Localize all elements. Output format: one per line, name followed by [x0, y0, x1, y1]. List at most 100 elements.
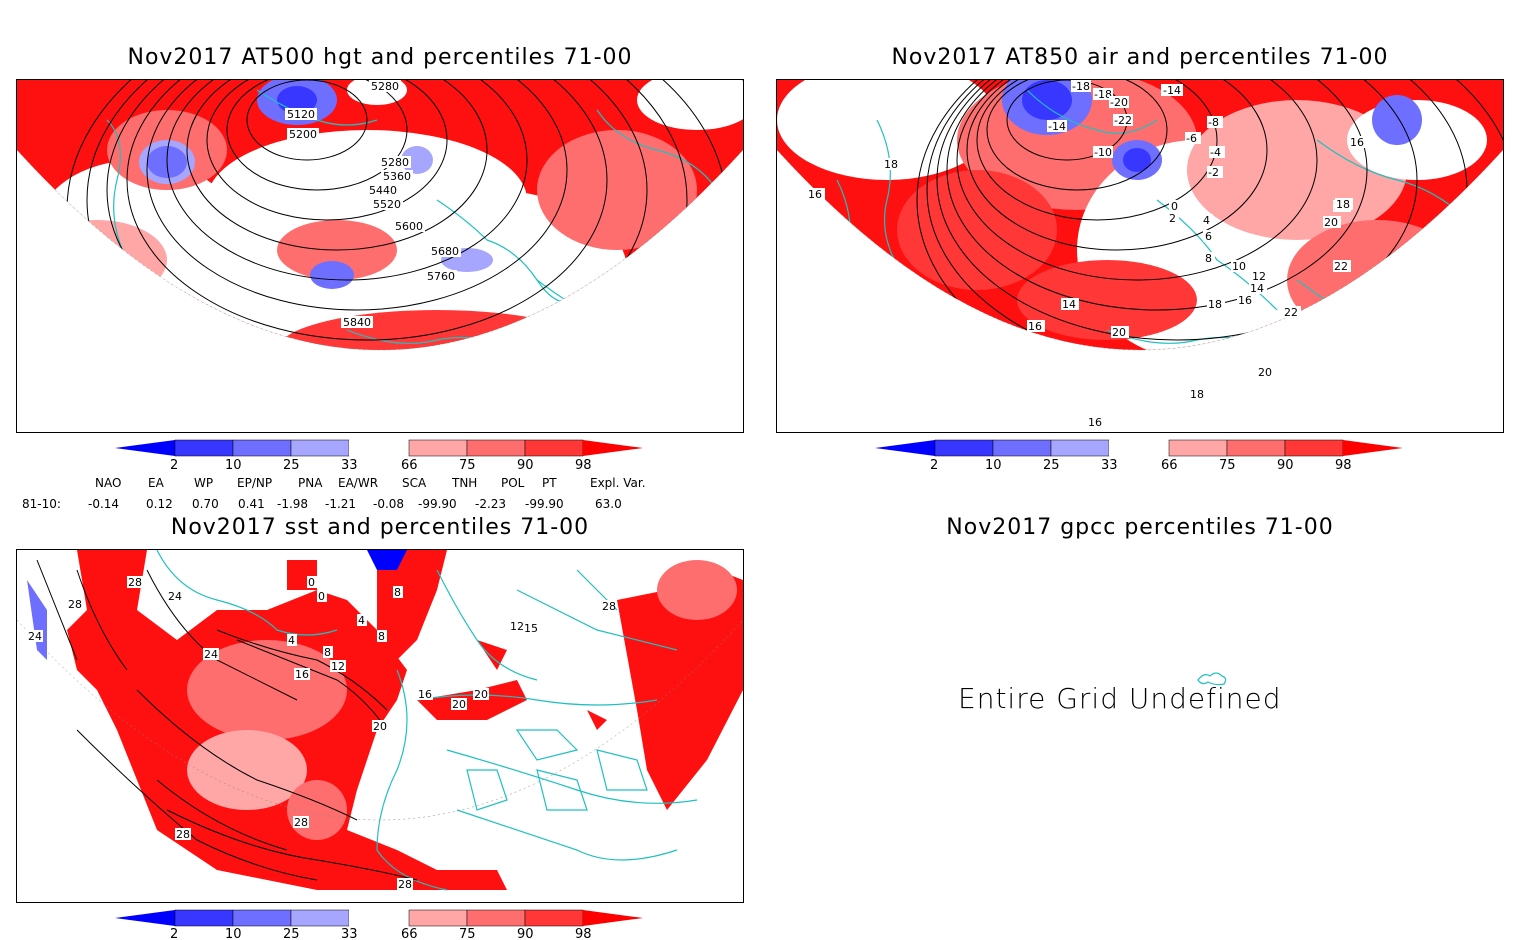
contour-label: 4: [358, 614, 365, 627]
contour-label: 8: [394, 586, 401, 599]
index-value: 0.41: [238, 497, 265, 511]
colorbar-segments: [115, 909, 643, 927]
contour-label: 8: [324, 646, 331, 659]
contour-label: 6: [1205, 230, 1212, 243]
contour-label: 28: [68, 598, 82, 611]
contour-label: 16: [1028, 320, 1042, 333]
colorbar-label: 75: [1219, 458, 1236, 472]
index-name: NAO: [95, 476, 121, 490]
colorbar-label: 66: [401, 458, 418, 472]
index-name: PNA: [298, 476, 323, 490]
contour-label: -14: [1048, 120, 1066, 133]
contour-label: -4: [1210, 146, 1221, 159]
gpcc-undefined-message: Entire Grid Undefined: [958, 682, 1282, 715]
index-value: -2.23: [475, 497, 506, 511]
contour-label: 12: [331, 660, 345, 673]
colorbar-label: 2: [170, 927, 178, 940]
colorbar-label: 98: [575, 927, 592, 940]
index-value: -99.90: [418, 497, 457, 511]
colorbar-label: 33: [1101, 458, 1118, 472]
colorbar-label: 66: [401, 927, 418, 940]
index-name: SCA: [402, 476, 427, 490]
index-name: WP: [194, 476, 213, 490]
index-value: -99.90: [525, 497, 564, 511]
contour-label: 5120: [287, 108, 315, 121]
contour-label: 8: [378, 630, 385, 643]
contour-label: 18: [1208, 298, 1222, 311]
contour-label: 5280: [371, 80, 399, 93]
panel-title-sst: Nov2017 sst and percentiles 71-00: [170, 515, 590, 540]
colorbar-top-left: 2 10 25 33 66 75 90 98: [115, 439, 643, 472]
colorbar-label: 25: [1043, 458, 1060, 472]
gpcc-stray-outline: [1197, 672, 1227, 686]
land-outlines: [156, 550, 698, 891]
indices-values: 81-10: -0.14 0.12 0.70 0.41 -1.98 -1.21 …: [22, 497, 622, 511]
contour-label: 16: [808, 188, 822, 201]
map-panel-hgt: 5280 5120 5200 5280 5360 5440 5520 5600 …: [16, 79, 744, 433]
contour-label: 4: [288, 634, 295, 647]
index-name: Expl. Var.: [590, 476, 646, 490]
indices-header: NAO EA WP EP/NP PNA EA/WR SCA TNH POL PT…: [95, 476, 646, 490]
contour-label: -22: [1114, 114, 1132, 127]
index-name: EA/WR: [338, 476, 378, 490]
colorbar-label: 90: [517, 927, 534, 940]
contour-label: -20: [1110, 96, 1128, 109]
colorbar-segments: [875, 439, 1403, 457]
colorbar-bottom: 2 10 25 33 66 75 90 98: [115, 909, 643, 940]
contour-label: 2: [1169, 212, 1176, 225]
contour-label: 22: [1334, 260, 1348, 273]
colorbar-label: 75: [459, 458, 476, 472]
contour-label: 14: [1250, 282, 1264, 295]
contour-label: 20: [1324, 216, 1338, 229]
contour-label: 14: [1062, 298, 1076, 311]
colorbar-label: 25: [283, 927, 300, 940]
contour-label: 12: [510, 620, 524, 633]
colorbar-label: 98: [575, 458, 592, 472]
index-name: EA: [148, 476, 165, 490]
colorbar-label: 2: [930, 458, 938, 472]
colorbar-labels: 2 10 25 33 66 75 90 98: [170, 927, 592, 940]
contour-label: 28: [176, 828, 190, 841]
contour-label: 16: [295, 668, 309, 681]
contour-label: 12: [1252, 270, 1266, 283]
contour-label: 24: [204, 648, 218, 661]
contour-label: 20: [1112, 326, 1126, 339]
contour-label: 20: [452, 698, 466, 711]
contour-label: 16: [1238, 294, 1252, 307]
index-value: -0.14: [88, 497, 119, 511]
colorbar-labels: 2 10 25 33 66 75 90 98: [170, 458, 592, 472]
colorbar-label: 33: [341, 927, 358, 940]
contour-label: 5360: [383, 170, 411, 183]
index-name: TNH: [451, 476, 477, 490]
contour-label: 15: [524, 622, 538, 635]
air-map: -18 -18 -14 -14 -20 -22 -8 -6 -4 -2 -10 …: [777, 80, 1503, 429]
panel-title-hgt: Nov2017 AT500 hgt and percentiles 71-00: [127, 45, 633, 70]
contour-label: 24: [28, 630, 42, 643]
contour-label: -10: [1094, 146, 1112, 159]
contour-label: 24: [168, 590, 182, 603]
contour-labels-sst: 28 24 28 24 0 0 4 4 8 8 8 12 16 16 20 24…: [27, 576, 616, 891]
contour-label: 16: [1088, 416, 1102, 429]
index-name: PT: [542, 476, 557, 490]
contour-label: 8: [1205, 252, 1212, 265]
contour-label: 18: [884, 158, 898, 171]
indices-row-label: 81-10:: [22, 497, 61, 511]
index-value: 0.12: [146, 497, 173, 511]
contour-label: 20: [1258, 366, 1272, 379]
map-panel-sst: 28 24 28 24 0 0 4 4 8 8 8 12 16 16 20 24…: [16, 549, 744, 903]
index-value: 0.70: [192, 497, 219, 511]
index-value: 63.0: [595, 497, 622, 511]
colorbar-label: 10: [985, 458, 1002, 472]
contour-label: 18: [1190, 388, 1204, 401]
contour-label: -18: [1094, 88, 1112, 101]
contour-label: 4: [1203, 214, 1210, 227]
contour-label: 20: [373, 720, 387, 733]
colorbar-label: 33: [341, 458, 358, 472]
contour-label: -14: [1163, 84, 1181, 97]
contour-label: 5680: [431, 245, 459, 258]
index-value: -1.21: [325, 497, 356, 511]
colorbar-label: 2: [170, 458, 178, 472]
contour-labels-air: -18 -18 -14 -14 -20 -22 -8 -6 -4 -2 -10 …: [807, 80, 1367, 429]
sst-percentile-shading: [17, 550, 743, 890]
colorbar-label: 25: [283, 458, 300, 472]
